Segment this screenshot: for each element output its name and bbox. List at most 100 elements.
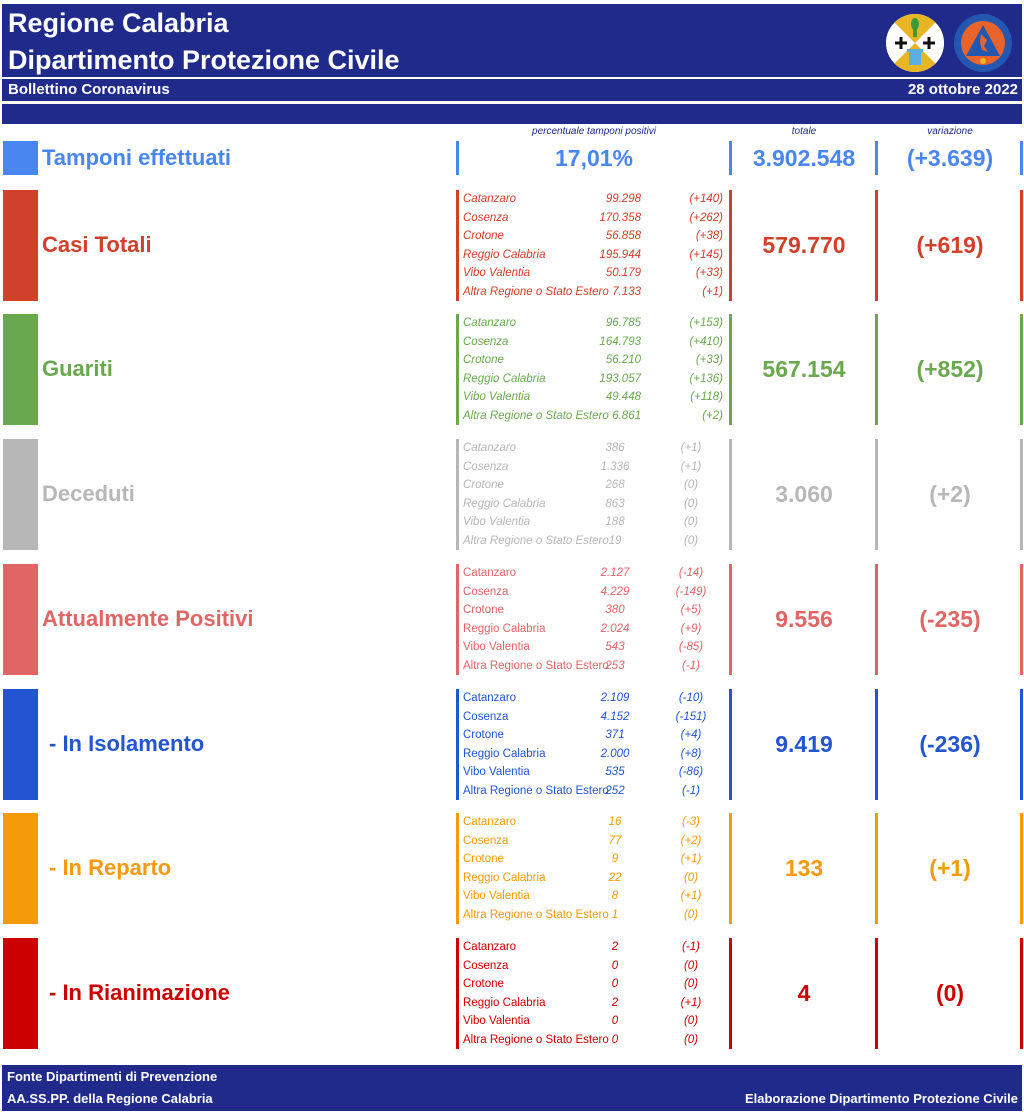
divider xyxy=(456,689,459,800)
tamponi-total: 3.902.548 xyxy=(752,145,856,171)
region-breakdown-table: Catanzaro 386 (+1) Cosenza 1.336 (+1) Croton… xyxy=(463,439,725,550)
region-row: Vibo Valentia 188 (0) xyxy=(463,516,699,528)
divider xyxy=(1020,190,1023,301)
section-label: Casi Totali xyxy=(42,232,152,257)
divider xyxy=(875,813,878,924)
region-row: Catanzaro 2 (-1) xyxy=(463,941,700,953)
region-row: Catanzaro 386 (+1) xyxy=(463,442,702,454)
region-row: Vibo Valentia 50.179 (+33) xyxy=(463,267,723,279)
percent-column-header: percentuale tamponi positivi xyxy=(532,126,656,137)
region-breakdown-table: Catanzaro 2.109 (-10) Cosenza 4.152 (-151) C… xyxy=(463,689,725,800)
region-row: Catanzaro 99.298 (+140) xyxy=(463,193,723,205)
divider xyxy=(875,190,878,301)
footer-source-line-1: Fonte Dipartimenti di Prevenzione xyxy=(7,1069,218,1084)
region-row: Cosenza 4.152 (-151) xyxy=(463,710,707,723)
deceduti-color-swatch xyxy=(3,439,38,550)
bulletin-title: Bollettino Coronavirus xyxy=(8,81,170,98)
section-label: Guariti xyxy=(42,356,113,381)
region-row: Reggio Calabria 2.024 (+9) xyxy=(463,622,702,635)
region-row: Altra Regione o Stato Estero 6.861 (+2) xyxy=(463,409,723,422)
divider xyxy=(729,689,732,800)
tamponi-percent-positive: 17,01% xyxy=(554,145,633,171)
section-deceduti: Deceduti Catanzaro 386 (+1) Cosenza 1.336 (+… xyxy=(0,439,1024,551)
divider xyxy=(1020,813,1023,924)
title-line-2: Dipartimento Protezione Civile xyxy=(8,45,400,75)
region-row: Altra Regione o Stato Estero 1 (0) xyxy=(463,908,699,921)
tamponi-variation: (+3.639) xyxy=(906,145,994,171)
section-casi-totali: Casi Totali Catanzaro 99.298 (+140) Cosenz… xyxy=(0,190,1024,302)
region-row: Catanzaro 96.785 (+153) xyxy=(463,317,723,329)
section-label: - In Rianimazione xyxy=(49,980,230,1005)
in-reparto-color-swatch xyxy=(3,813,38,924)
divider xyxy=(729,439,732,550)
divider xyxy=(456,813,459,924)
section-attualmente-positivi: Attualmente Positivi Catanzaro 2.127 (-14)… xyxy=(0,564,1024,676)
divider xyxy=(1020,689,1023,800)
region-row: Cosenza 77 (+2) xyxy=(463,834,702,847)
divider xyxy=(456,938,459,1049)
tamponi-label: Tamponi effettuati xyxy=(42,145,232,170)
region-row: Vibo Valentia 8 (+1) xyxy=(463,890,702,902)
region-row: Crotone 380 (+5) xyxy=(463,604,702,616)
section-variation: (+2) xyxy=(929,481,971,507)
regione-calabria-crest-icon xyxy=(886,14,944,72)
region-row: Crotone 0 (0) xyxy=(463,978,699,990)
divider xyxy=(1020,141,1023,175)
section-total: 3.060 xyxy=(775,481,833,507)
region-row: Vibo Valentia 0 (0) xyxy=(463,1015,699,1027)
attualmente-positivi-color-swatch xyxy=(3,564,38,675)
region-breakdown-table: Catanzaro 99.298 (+140) Cosenza 170.358 (+26… xyxy=(463,190,725,301)
section-total: 9.419 xyxy=(775,731,833,757)
section-label: Attualmente Positivi xyxy=(42,606,254,631)
region-row: Reggio Calabria 2.000 (+8) xyxy=(463,747,702,760)
region-row: Crotone 56.858 (+38) xyxy=(463,230,723,242)
region-row: Reggio Calabria 195.944 (+145) xyxy=(463,248,723,261)
casi-totali-color-swatch xyxy=(3,190,38,301)
subtitle-bar: Bollettino Coronavirus 28 ottobre 2022 xyxy=(2,79,1022,101)
section-total: 4 xyxy=(797,980,811,1006)
region-row: Cosenza 164.793 (+410) xyxy=(463,335,723,348)
region-row: Altra Regione o Stato Estero 7.133 (+1) xyxy=(463,285,723,298)
region-row: Catanzaro 2.109 (-10) xyxy=(463,692,704,704)
divider xyxy=(729,314,732,425)
region-row: Altra Regione o Stato Estero 19 (0) xyxy=(463,534,699,547)
protezione-civile-icon xyxy=(954,14,1012,72)
region-row: Vibo Valentia 49.448 (+118) xyxy=(463,391,723,403)
region-row: Reggio Calabria 863 (0) xyxy=(463,497,699,510)
section-variation: (0) xyxy=(935,980,965,1006)
section-total: 133 xyxy=(784,855,824,881)
region-row: Cosenza 1.336 (+1) xyxy=(463,460,702,473)
divider xyxy=(456,190,459,301)
region-row: Crotone 268 (0) xyxy=(463,479,699,491)
section-label: Deceduti xyxy=(42,481,135,506)
region-row: Altra Regione o Stato Estero 0 (0) xyxy=(463,1033,699,1046)
in-isolamento-color-swatch xyxy=(3,689,38,800)
region-row: Reggio Calabria 22 (0) xyxy=(463,871,699,884)
divider xyxy=(875,439,878,550)
divider xyxy=(1020,439,1023,550)
section-variation: (+619) xyxy=(916,232,984,258)
divider xyxy=(456,564,459,675)
section-total: 9.556 xyxy=(775,606,833,632)
region-row: Vibo Valentia 543 (-85) xyxy=(463,641,704,653)
header-banner: Regione Calabria Dipartimento Protezione… xyxy=(2,4,1022,77)
divider xyxy=(456,141,459,175)
footer-credit: Elaborazione Dipartimento Protezione Civ… xyxy=(744,1091,1018,1106)
divider xyxy=(729,190,732,301)
region-row: Reggio Calabria 193.057 (+136) xyxy=(463,372,723,385)
section-total: 579.770 xyxy=(762,232,846,258)
region-row: Altra Regione o Stato Estero 252 (-1) xyxy=(463,784,700,797)
section-variation: (+1) xyxy=(929,855,971,881)
section-in-isolamento: - In Isolamento Catanzaro 2.109 (-10) Cose… xyxy=(0,689,1024,801)
region-row: Altra Regione o Stato Estero 253 (-1) xyxy=(463,659,700,672)
divider xyxy=(875,314,878,425)
divider xyxy=(456,314,459,425)
section-in-reparto: - In Reparto Catanzaro 16 (-3) Cosenza 77 (+… xyxy=(0,813,1024,925)
region-row: Crotone 371 (+4) xyxy=(463,729,702,741)
guariti-color-swatch xyxy=(3,314,38,425)
section-label: - In Reparto xyxy=(49,855,172,880)
divider xyxy=(1020,938,1023,1049)
variation-column-header: variazione xyxy=(927,126,973,137)
region-row: Catanzaro 2.127 (-14) xyxy=(463,567,704,579)
region-row: Cosenza 4.229 (-149) xyxy=(463,585,707,598)
